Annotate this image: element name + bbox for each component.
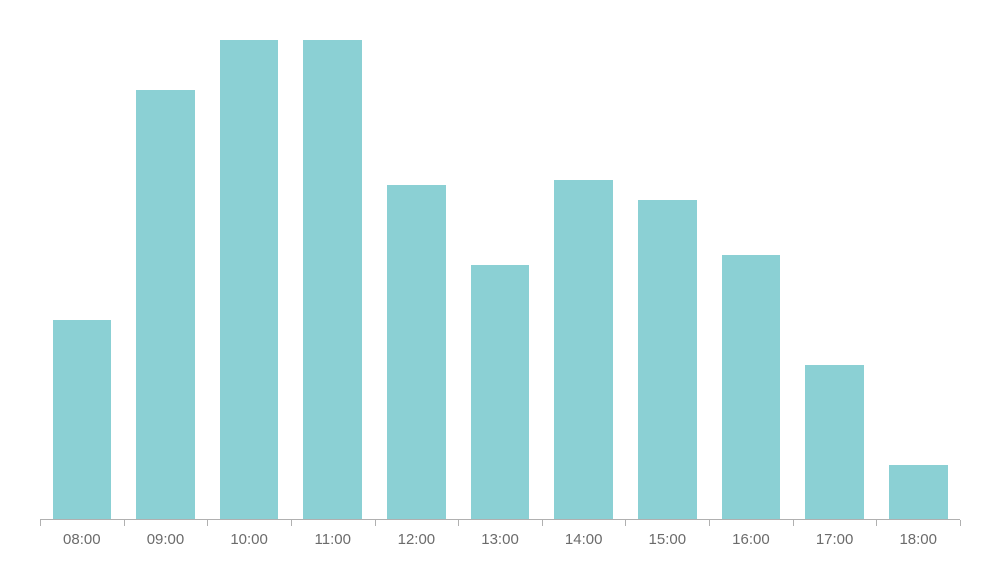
bar (805, 365, 864, 520)
bar-slot (40, 20, 124, 520)
x-axis-label: 09:00 (124, 525, 208, 555)
x-axis-line (40, 519, 960, 520)
plot-area (40, 20, 960, 520)
bar (387, 185, 446, 520)
hourly-bar-chart: 08:0009:0010:0011:0012:0013:0014:0015:00… (0, 0, 1000, 575)
bar (471, 265, 530, 520)
bar-slot (625, 20, 709, 520)
bar (220, 40, 279, 520)
bar (303, 40, 362, 520)
x-axis-labels: 08:0009:0010:0011:0012:0013:0014:0015:00… (40, 525, 960, 555)
bar-slot (876, 20, 960, 520)
bar (889, 465, 948, 520)
bar-slot (207, 20, 291, 520)
bar (136, 90, 195, 520)
bar-slot (709, 20, 793, 520)
x-axis-label: 18:00 (876, 525, 960, 555)
x-axis-label: 15:00 (625, 525, 709, 555)
bar (554, 180, 613, 520)
x-axis-label: 14:00 (542, 525, 626, 555)
x-axis-label: 17:00 (793, 525, 877, 555)
x-axis-label: 12:00 (375, 525, 459, 555)
x-axis-label: 10:00 (207, 525, 291, 555)
x-axis-label: 08:00 (40, 525, 124, 555)
bar (53, 320, 112, 520)
bar-slot (375, 20, 459, 520)
x-axis-label: 13:00 (458, 525, 542, 555)
bar-slot (793, 20, 877, 520)
x-axis-label: 16:00 (709, 525, 793, 555)
bar-slot (291, 20, 375, 520)
bar (638, 200, 697, 520)
x-axis-tick (960, 520, 961, 526)
bar (722, 255, 781, 520)
bars-container (40, 20, 960, 520)
bar-slot (542, 20, 626, 520)
x-axis-label: 11:00 (291, 525, 375, 555)
bar-slot (458, 20, 542, 520)
bar-slot (124, 20, 208, 520)
